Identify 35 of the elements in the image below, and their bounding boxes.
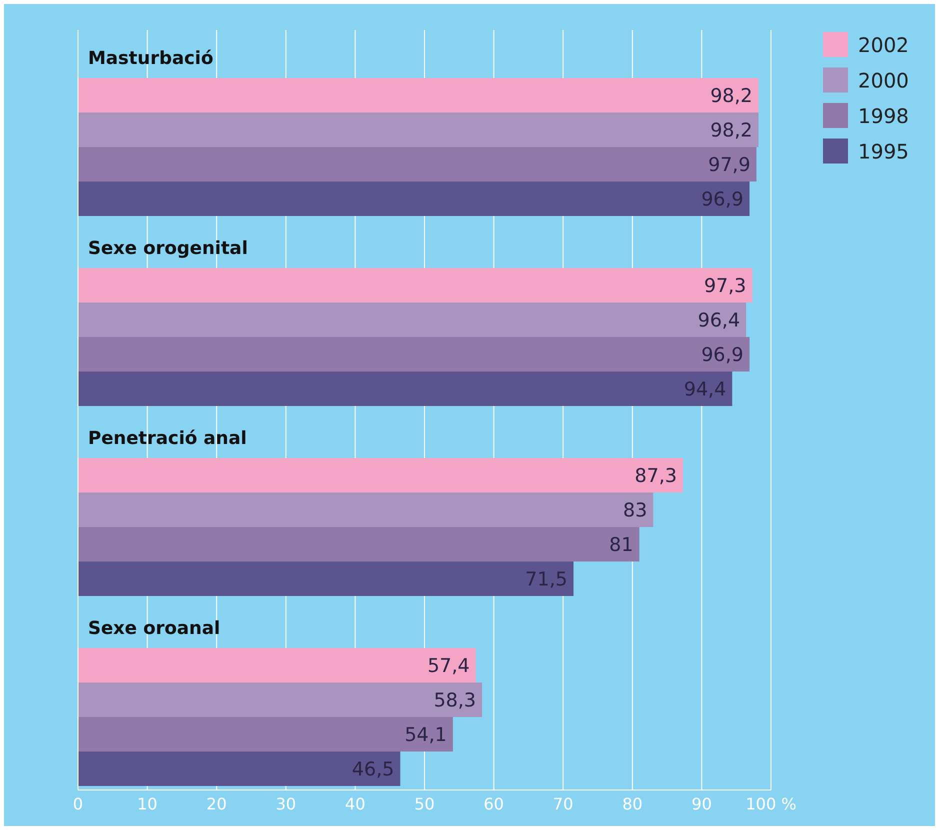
data-label: 46,5 bbox=[352, 758, 394, 781]
x-tick-label: 30 bbox=[276, 794, 296, 814]
y-tick-label: Sexe oroanal bbox=[88, 618, 220, 639]
data-label: 57,4 bbox=[427, 655, 470, 678]
data-label: 58,3 bbox=[434, 690, 476, 712]
data-label: 54,1 bbox=[404, 724, 447, 746]
legend-label: 2000 bbox=[858, 68, 909, 93]
x-tick-label: 20 bbox=[206, 794, 227, 814]
data-label: 98,2 bbox=[710, 85, 753, 108]
x-tick-label: 0 bbox=[72, 794, 84, 814]
data-label: 83 bbox=[623, 500, 648, 522]
x-tick-label: 80 bbox=[622, 794, 643, 814]
y-tick-label: Sexe orogenital bbox=[88, 238, 248, 259]
x-tick-label: 70 bbox=[552, 794, 574, 814]
data-label: 96,9 bbox=[701, 344, 744, 366]
data-label: 81 bbox=[609, 534, 634, 556]
y-tick-label: Masturbació bbox=[88, 48, 214, 69]
x-tick-label: 60 bbox=[484, 794, 504, 814]
data-label: 94,4 bbox=[684, 378, 726, 401]
x-tick-label: 40 bbox=[345, 794, 366, 814]
x-tick-label: 50 bbox=[414, 794, 435, 814]
data-label: 96,9 bbox=[701, 188, 744, 211]
legend-label: 1995 bbox=[858, 140, 909, 164]
x-tick-label: 90 bbox=[692, 794, 712, 814]
data-label: 87,3 bbox=[634, 465, 677, 488]
legend-label: 2002 bbox=[858, 33, 909, 58]
data-label: 97,3 bbox=[704, 275, 746, 298]
y-tick-label: Penetració anal bbox=[88, 428, 247, 449]
legend-label: 1998 bbox=[858, 104, 909, 128]
data-label: 97,9 bbox=[708, 154, 750, 176]
data-label: 71,5 bbox=[525, 568, 568, 591]
data-label: 96,4 bbox=[698, 310, 740, 332]
x-tick-label: 10 bbox=[137, 794, 158, 814]
data-label: 98,2 bbox=[710, 120, 753, 142]
x-tick-label: 100 % bbox=[746, 794, 796, 814]
